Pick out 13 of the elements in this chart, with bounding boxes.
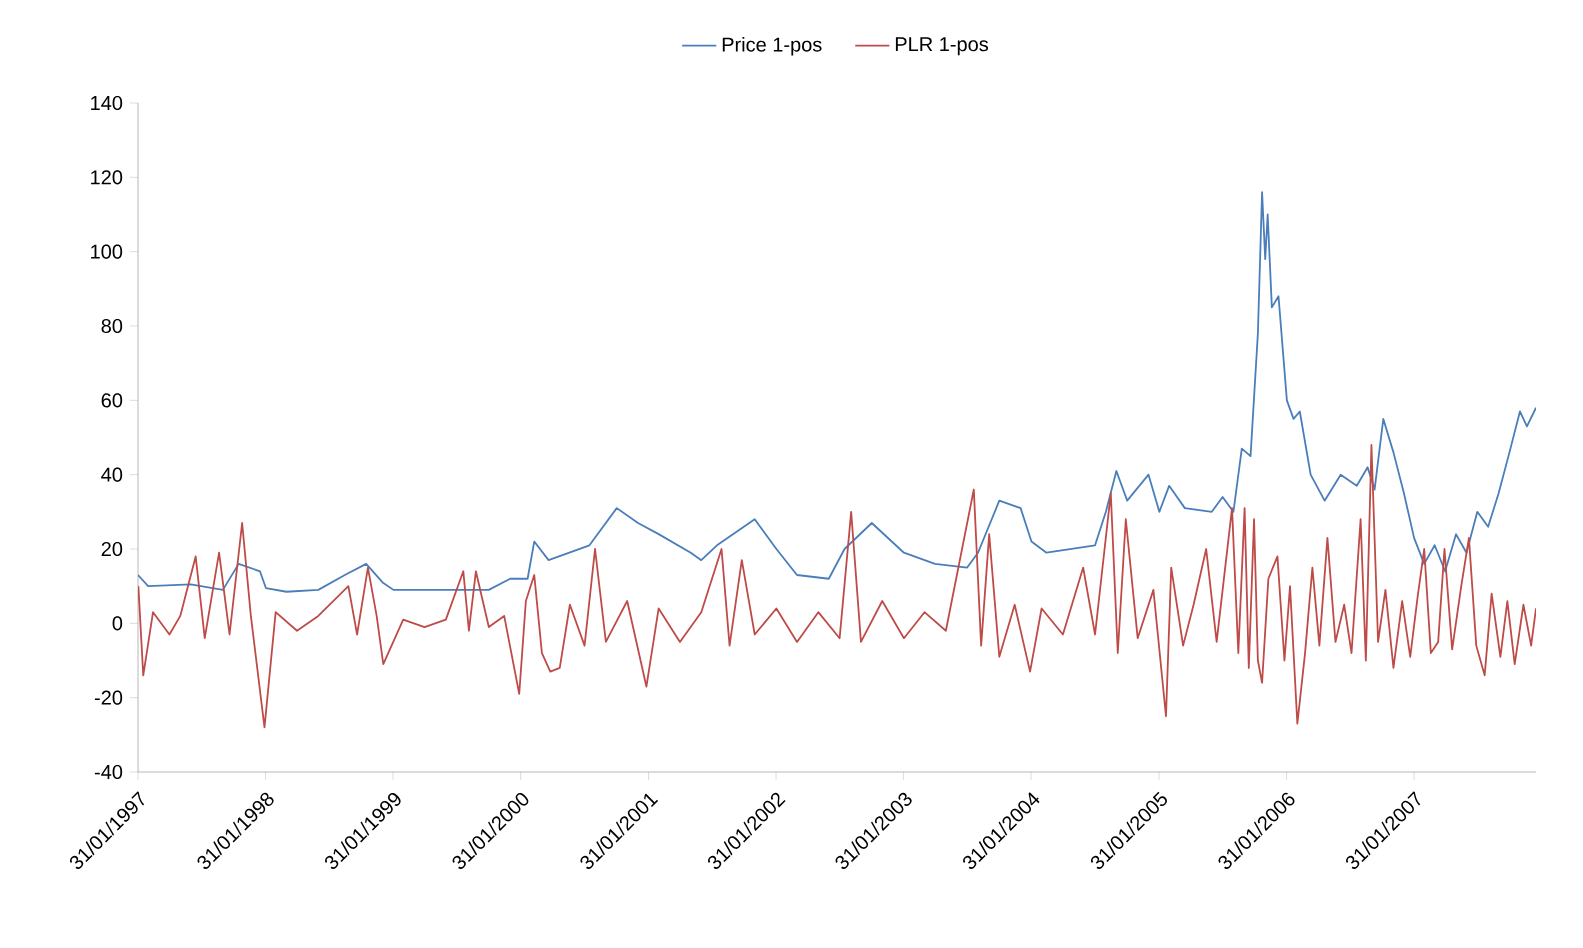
legend-label: PLR 1-pos (895, 37, 989, 56)
y-tick-label: 20 (101, 541, 123, 557)
y-tick-label: -20 (94, 690, 123, 705)
y-tick-label: 80 (101, 318, 123, 334)
y-tick-label: -40 (94, 764, 123, 780)
y-tick-label: 140 (91, 95, 123, 111)
y-tick-label: 120 (91, 170, 123, 185)
y-tick-label: 0 (112, 616, 123, 631)
line-series (138, 444, 1537, 729)
y-tick-label: 60 (101, 393, 123, 408)
y-tick-label: 40 (101, 467, 123, 482)
y-tick-label: 100 (91, 244, 123, 259)
legend-label: Price 1-pos (722, 36, 822, 56)
